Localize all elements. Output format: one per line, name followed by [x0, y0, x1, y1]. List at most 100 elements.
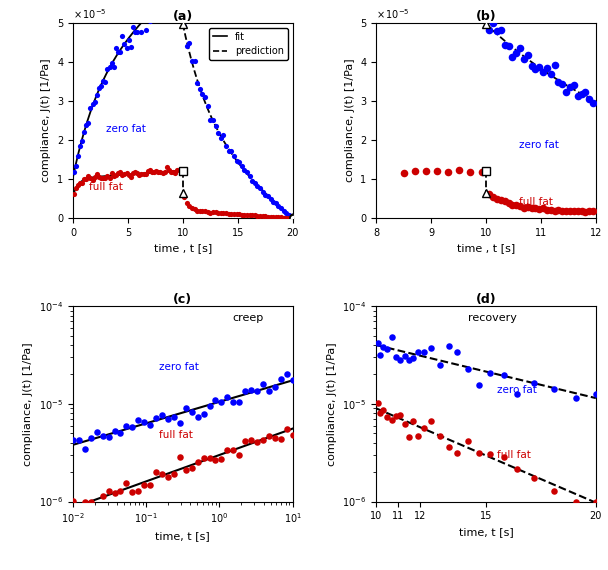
Point — [527, 62, 536, 71]
Point — [463, 364, 473, 373]
Point — [565, 206, 575, 215]
Point — [128, 22, 138, 31]
Point — [192, 206, 202, 215]
Y-axis label: compliance, J(t) [1/Pa]: compliance, J(t) [1/Pa] — [41, 59, 52, 182]
Point — [474, 448, 484, 457]
Point — [508, 52, 517, 61]
Point — [174, 165, 184, 174]
Text: $\times\,10^{-5}$: $\times\,10^{-5}$ — [73, 7, 106, 21]
Point — [284, 213, 294, 222]
Point — [79, 127, 89, 136]
Point — [375, 351, 385, 360]
Point — [90, 173, 100, 182]
Point — [208, 115, 218, 124]
Point — [571, 394, 581, 403]
Point — [113, 48, 123, 57]
Point — [432, 166, 442, 176]
Point — [199, 409, 209, 418]
Point — [157, 169, 167, 178]
Point — [187, 408, 196, 417]
Point — [400, 352, 410, 361]
Point — [169, 470, 179, 479]
Point — [170, 168, 180, 177]
Point — [80, 444, 90, 453]
Point — [538, 204, 548, 213]
Point — [111, 44, 121, 53]
Point — [168, 168, 178, 177]
Point — [271, 213, 281, 222]
Point — [550, 206, 559, 215]
Point — [250, 211, 260, 220]
Point — [128, 168, 138, 177]
Point — [229, 398, 238, 407]
Point — [75, 142, 85, 151]
Point — [218, 209, 228, 218]
Point — [240, 386, 250, 395]
Point — [193, 413, 202, 422]
Point — [488, 18, 498, 27]
Point — [81, 120, 91, 129]
Point — [466, 167, 475, 176]
Text: full fat: full fat — [519, 197, 553, 206]
Point — [226, 209, 236, 218]
Point — [133, 486, 143, 495]
Point — [151, 413, 161, 422]
Point — [203, 207, 213, 216]
Point — [527, 203, 536, 213]
Point — [260, 211, 270, 221]
Point — [584, 207, 594, 216]
Point — [391, 352, 401, 361]
Point — [122, 478, 131, 487]
Point — [105, 63, 114, 72]
Point — [263, 191, 273, 200]
Point — [98, 76, 108, 86]
Point — [184, 201, 194, 210]
Y-axis label: compliance, J(t) [1/Pa]: compliance, J(t) [1/Pa] — [345, 59, 354, 182]
Point — [410, 166, 420, 176]
X-axis label: time, t [s]: time, t [s] — [156, 531, 210, 541]
Point — [187, 57, 197, 66]
Point — [375, 409, 385, 418]
Point — [288, 376, 297, 385]
Point — [276, 213, 286, 222]
X-axis label: time , t [s]: time , t [s] — [154, 243, 212, 254]
Title: (d): (d) — [475, 293, 496, 306]
Point — [109, 427, 119, 436]
Point — [242, 167, 252, 176]
Point — [404, 356, 414, 365]
Point — [247, 176, 257, 185]
Point — [271, 198, 281, 207]
Point — [181, 404, 191, 413]
Point — [399, 0, 409, 3]
Point — [229, 446, 238, 455]
Point — [92, 427, 102, 436]
Point — [74, 504, 84, 513]
Point — [122, 44, 131, 53]
Point — [96, 173, 106, 182]
Point — [88, 99, 97, 108]
Point — [120, 169, 130, 178]
Point — [534, 205, 544, 214]
Point — [387, 333, 396, 342]
Text: full fat: full fat — [89, 182, 123, 192]
Point — [409, 353, 418, 363]
Point — [499, 371, 508, 380]
Point — [499, 453, 508, 462]
Point — [444, 442, 454, 451]
Point — [128, 487, 137, 496]
Point — [206, 208, 215, 217]
Point — [94, 83, 104, 92]
Point — [554, 206, 564, 215]
Point — [234, 210, 244, 219]
Point — [512, 389, 522, 398]
Y-axis label: compliance, J(t) [1/Pa]: compliance, J(t) [1/Pa] — [326, 342, 337, 466]
Point — [542, 64, 552, 73]
Point — [496, 195, 506, 204]
Point — [282, 213, 291, 222]
Text: full fat: full fat — [159, 430, 193, 440]
Point — [511, 48, 521, 58]
Point — [143, 15, 153, 25]
Point — [284, 210, 294, 219]
Point — [242, 210, 252, 219]
Point — [211, 121, 221, 131]
